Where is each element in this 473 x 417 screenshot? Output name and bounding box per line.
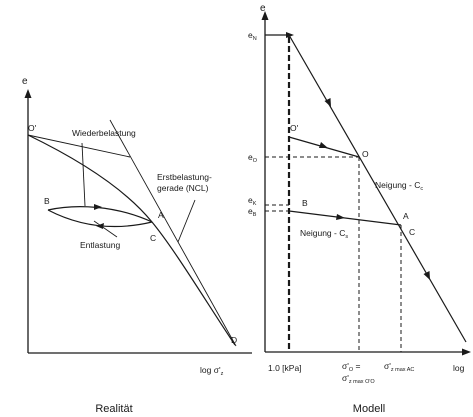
left-reloading-label: Wiederbelastung bbox=[72, 128, 136, 138]
left-tangent-early bbox=[27, 134, 131, 158]
left-virgin-compression-curve bbox=[27, 134, 236, 346]
right-x-axis-label: log bbox=[453, 363, 465, 373]
right-slope-cs-label: Neigung - Cs bbox=[300, 228, 348, 240]
left-y-axis-label: e bbox=[22, 76, 28, 87]
right-x-tick-sigma-zmax-OO: σ'z max O'O bbox=[342, 373, 375, 385]
right-ncl-arrow-upper-icon bbox=[324, 98, 331, 107]
right-point-A: A bbox=[403, 211, 409, 221]
left-loop-arrow-right-icon bbox=[94, 204, 102, 210]
right-x-axis-arrow-icon bbox=[462, 348, 471, 356]
left-leader-ncl bbox=[177, 199, 196, 243]
left-caption: Realität bbox=[95, 403, 132, 415]
left-point-D: D bbox=[231, 335, 237, 345]
left-unloading-label: Entlastung bbox=[80, 240, 120, 250]
left-y-axis-arrow-icon bbox=[24, 89, 32, 98]
right-ncl-arrow-lower-icon bbox=[423, 271, 430, 280]
right-eB-label: eB bbox=[248, 206, 257, 218]
right-x-tick-1kPa: 1.0 [kPa] bbox=[268, 363, 302, 373]
left-diagram-reality: e log σ'z O' Wiederbelastung Erstbelastu… bbox=[22, 76, 252, 415]
right-eN-label: eN bbox=[248, 30, 257, 42]
left-point-C: C bbox=[150, 233, 156, 243]
right-ncl-line bbox=[288, 34, 467, 343]
right-swelling-arrow-C-icon bbox=[336, 214, 345, 220]
right-eK-label: eK bbox=[248, 195, 257, 207]
right-y-axis-label: e bbox=[260, 3, 266, 14]
left-leader-reloading bbox=[81, 142, 86, 207]
right-eN-arrow-icon bbox=[286, 32, 294, 38]
right-y-axis-arrow-icon bbox=[261, 11, 269, 20]
right-x-tick-sigmaO: σ'O = bbox=[342, 361, 361, 373]
right-point-O: O bbox=[362, 149, 369, 159]
left-unloading-loop-lower bbox=[47, 209, 153, 228]
left-ncl-line bbox=[109, 119, 237, 347]
right-point-O-prime: O' bbox=[290, 123, 299, 133]
right-point-B: B bbox=[302, 198, 308, 208]
right-x-tick-sigma-zmax-AC: σ'z max AC bbox=[384, 361, 414, 373]
right-caption: Modell bbox=[353, 403, 385, 415]
left-reloading-loop-upper bbox=[47, 206, 153, 223]
right-swelling-arrow-O-icon bbox=[319, 142, 328, 148]
left-point-B: B bbox=[44, 196, 50, 206]
left-ncl-label-line1: Erstbelastung- bbox=[157, 172, 212, 182]
left-point-A: A bbox=[158, 210, 164, 220]
right-slope-cc-label: Neigung - Cc bbox=[375, 180, 423, 192]
right-diagram-model: e eN eO eK eB O' O B A C Neigung - Cc bbox=[248, 3, 471, 415]
left-point-O-prime: O' bbox=[28, 123, 37, 133]
left-leader-unloading bbox=[93, 220, 118, 238]
left-ncl-label-line2: gerade (NCL) bbox=[157, 183, 209, 193]
left-loop-arrow-left-icon bbox=[96, 223, 104, 229]
left-x-axis-label: log σ'z bbox=[200, 365, 224, 377]
right-point-C: C bbox=[409, 227, 415, 237]
right-eO-label: eO bbox=[248, 152, 258, 164]
